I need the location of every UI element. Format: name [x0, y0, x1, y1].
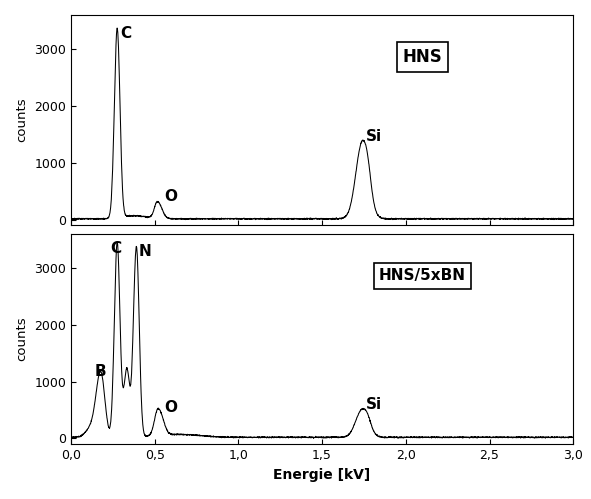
Text: O: O	[164, 400, 177, 415]
Text: N: N	[138, 245, 151, 259]
Text: HNS: HNS	[402, 48, 443, 66]
Text: B: B	[95, 364, 106, 379]
X-axis label: Energie [kV]: Energie [kV]	[274, 468, 371, 482]
Text: C: C	[111, 241, 122, 255]
Text: HNS/5xBN: HNS/5xBN	[379, 268, 466, 283]
Y-axis label: counts: counts	[15, 317, 28, 361]
Text: O: O	[164, 189, 177, 204]
Text: Si: Si	[366, 397, 382, 412]
Text: Si: Si	[366, 129, 382, 144]
Text: C: C	[121, 26, 132, 41]
Y-axis label: counts: counts	[15, 98, 28, 142]
